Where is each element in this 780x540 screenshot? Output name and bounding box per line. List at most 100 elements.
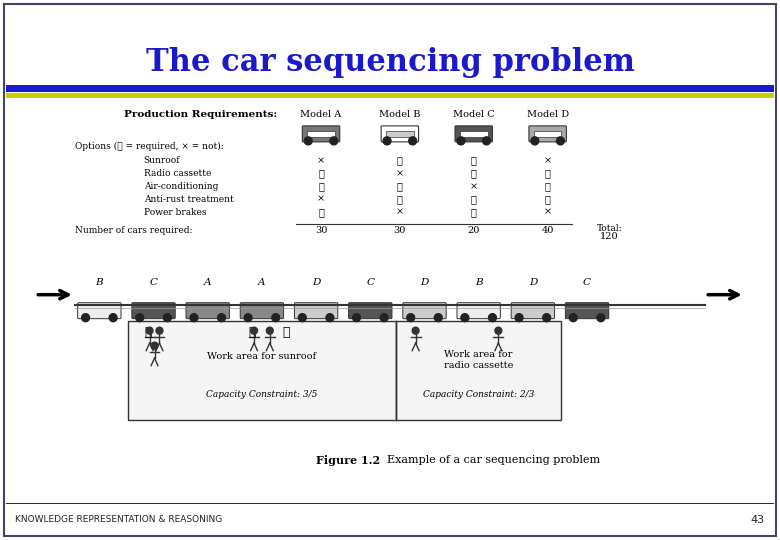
Text: 🚶: 🚶: [283, 326, 290, 339]
Circle shape: [383, 137, 391, 145]
Text: ✓: ✓: [397, 182, 402, 191]
Circle shape: [457, 137, 465, 145]
Text: The car sequencing problem: The car sequencing problem: [146, 46, 634, 78]
Text: Capacity Constraint: 3/5: Capacity Constraint: 3/5: [206, 390, 317, 399]
Text: Work area for sunroof: Work area for sunroof: [207, 352, 317, 361]
Text: Capacity Constraint: 2/3: Capacity Constraint: 2/3: [423, 390, 534, 399]
Bar: [534, 131, 562, 137]
Text: Model D: Model D: [526, 110, 569, 119]
Text: ✓: ✓: [318, 208, 324, 217]
Circle shape: [151, 342, 158, 349]
Bar: [460, 131, 488, 137]
Text: 20: 20: [467, 226, 480, 235]
Text: D: D: [312, 278, 321, 287]
Text: 🚶: 🚶: [144, 326, 151, 339]
Text: ✓: ✓: [318, 182, 324, 191]
Text: Anti-rust treatment: Anti-rust treatment: [144, 195, 233, 204]
Text: Model B: Model B: [379, 110, 420, 119]
Circle shape: [146, 327, 153, 334]
Text: ✓: ✓: [318, 169, 324, 178]
Bar: [6, 93, 774, 98]
Text: ✓: ✓: [397, 195, 402, 204]
FancyBboxPatch shape: [78, 303, 121, 319]
FancyBboxPatch shape: [303, 126, 340, 142]
Circle shape: [412, 327, 419, 334]
Text: ×: ×: [470, 182, 478, 191]
Circle shape: [266, 327, 273, 334]
FancyBboxPatch shape: [455, 126, 492, 142]
Circle shape: [495, 327, 502, 334]
Text: ×: ×: [544, 208, 551, 217]
Circle shape: [190, 314, 198, 322]
Text: Options (✓ = required, × = not):: Options (✓ = required, × = not):: [75, 142, 223, 151]
FancyBboxPatch shape: [402, 303, 446, 319]
Text: Sunroof: Sunroof: [144, 156, 180, 165]
Text: ✓: ✓: [544, 169, 551, 178]
Circle shape: [597, 314, 604, 322]
Circle shape: [531, 137, 539, 145]
Text: Model C: Model C: [453, 110, 495, 119]
Circle shape: [461, 314, 469, 322]
Circle shape: [163, 314, 172, 322]
Text: ✓: ✓: [544, 195, 551, 204]
Circle shape: [299, 314, 307, 322]
Circle shape: [156, 327, 163, 334]
Text: ×: ×: [317, 156, 325, 165]
Text: Example of a car sequencing problem: Example of a car sequencing problem: [380, 455, 601, 464]
Text: ✓: ✓: [544, 182, 551, 191]
Text: ×: ×: [395, 208, 404, 217]
Circle shape: [82, 314, 90, 322]
FancyBboxPatch shape: [566, 303, 608, 319]
Text: ×: ×: [317, 195, 325, 204]
Text: KNOWLEDGE REPRESENTATION & REASONING: KNOWLEDGE REPRESENTATION & REASONING: [15, 516, 222, 524]
FancyBboxPatch shape: [457, 303, 500, 319]
Text: Power brakes: Power brakes: [144, 208, 206, 217]
Text: ✓: ✓: [397, 156, 402, 165]
Text: Figure 1.2: Figure 1.2: [316, 455, 380, 465]
Circle shape: [304, 137, 312, 145]
Text: ✓: ✓: [471, 208, 477, 217]
FancyBboxPatch shape: [511, 303, 555, 319]
Text: ×: ×: [395, 169, 404, 178]
Circle shape: [326, 314, 334, 322]
Text: Model A: Model A: [300, 110, 342, 119]
Text: D: D: [529, 278, 537, 287]
Bar: [386, 131, 413, 137]
Circle shape: [483, 137, 491, 145]
Circle shape: [543, 314, 551, 322]
Text: ✓: ✓: [471, 156, 477, 165]
Text: ×: ×: [544, 156, 551, 165]
Circle shape: [434, 314, 442, 322]
Text: A: A: [204, 278, 211, 287]
Text: C: C: [367, 278, 374, 287]
FancyBboxPatch shape: [294, 303, 338, 319]
Circle shape: [556, 137, 565, 145]
Text: A: A: [258, 278, 266, 287]
Text: B: B: [475, 278, 483, 287]
FancyBboxPatch shape: [529, 126, 566, 142]
FancyBboxPatch shape: [132, 303, 176, 319]
Circle shape: [569, 314, 577, 322]
Text: Total:: Total:: [597, 224, 622, 233]
Circle shape: [109, 314, 117, 322]
Bar: [6, 85, 774, 92]
Bar: [128, 321, 396, 420]
Circle shape: [353, 314, 360, 322]
Text: Production Requirements:: Production Requirements:: [124, 110, 277, 119]
Text: Work area for
radio cassette: Work area for radio cassette: [444, 350, 513, 370]
Text: 🚶: 🚶: [248, 326, 256, 339]
FancyBboxPatch shape: [349, 303, 392, 319]
Text: 30: 30: [394, 226, 406, 235]
Circle shape: [244, 314, 252, 322]
Text: Radio cassette: Radio cassette: [144, 169, 211, 178]
Bar: [307, 131, 335, 137]
Circle shape: [330, 137, 338, 145]
Circle shape: [409, 137, 417, 145]
Text: 43: 43: [751, 515, 765, 525]
FancyBboxPatch shape: [381, 126, 419, 142]
FancyBboxPatch shape: [240, 303, 284, 319]
Circle shape: [250, 327, 257, 334]
Text: 40: 40: [541, 226, 554, 235]
Text: D: D: [420, 278, 429, 287]
Text: ✓: ✓: [471, 169, 477, 178]
